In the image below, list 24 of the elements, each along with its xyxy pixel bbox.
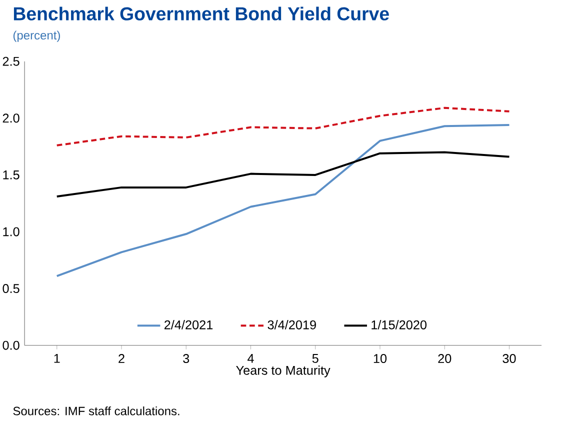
chart-subtitle: (percent) xyxy=(13,30,60,42)
legend-label: 2/4/2021 xyxy=(164,320,213,330)
line-series xyxy=(56,124,510,278)
x-tick-label: 30 xyxy=(502,354,516,364)
x-tick-label: 1 xyxy=(54,354,60,363)
source-note: Sources: IMF staff calculations. xyxy=(13,406,180,416)
y-tick-label: 1.0 xyxy=(3,227,20,236)
x-axis-title: Years to Maturity xyxy=(236,366,330,378)
line-series xyxy=(56,106,510,146)
x-tick-label: 10 xyxy=(374,354,387,364)
legend-label: 1/15/2020 xyxy=(372,320,427,330)
line-series xyxy=(56,151,510,198)
x-tick-label: 4 xyxy=(248,354,254,363)
y-tick-label: 2.5 xyxy=(2,56,20,66)
y-tick-label: 0.0 xyxy=(2,340,20,350)
y-tick-label: 1.5 xyxy=(3,170,20,180)
y-tick-label: 0.5 xyxy=(2,284,20,294)
x-tick-label: 5 xyxy=(312,354,318,363)
x-tick-label: 20 xyxy=(438,354,452,364)
y-tick-label: 2.0 xyxy=(2,114,20,123)
x-tick-label: 3 xyxy=(183,354,190,364)
legend-label: 3/4/2019 xyxy=(268,320,316,330)
chart-title: Benchmark Government Bond Yield Curve xyxy=(14,6,389,20)
x-tick-label: 2 xyxy=(118,354,124,363)
